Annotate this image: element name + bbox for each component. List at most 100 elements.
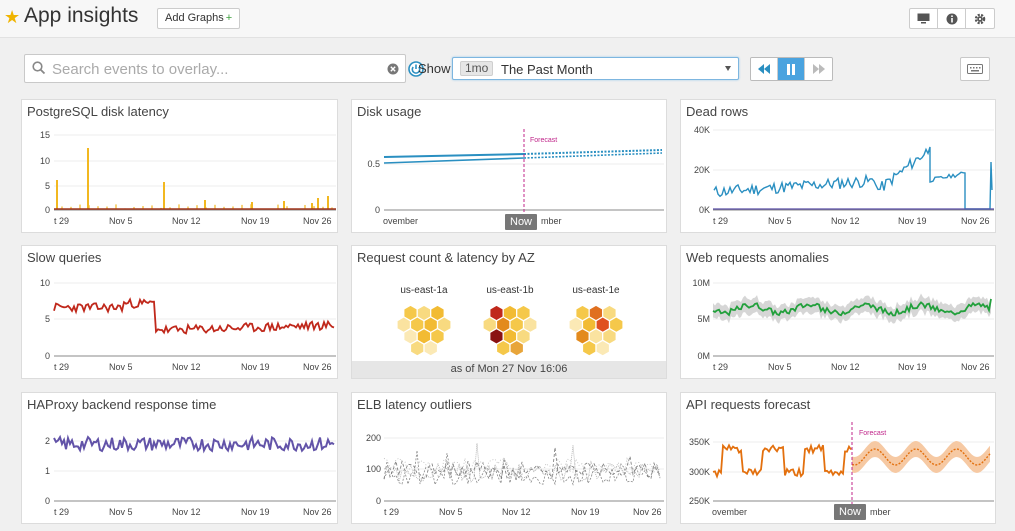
x-tick-label: Nov 26 (303, 362, 332, 372)
x-tick-label: Nov 5 (768, 362, 792, 372)
disk-forecast-2 (523, 152, 663, 159)
widget-haproxy-response-time[interactable]: HAProxy backend response time 2 1 0 t 29… (21, 392, 338, 524)
x-tick-label: Nov 26 (633, 507, 662, 517)
x-tick-label: mber (870, 507, 891, 517)
x-tick-label: Nov 12 (172, 216, 201, 226)
x-tick-label: Nov 12 (831, 216, 860, 226)
pause-icon (787, 63, 795, 75)
widget-elb-latency-outliers[interactable]: ELB latency outliers 200 100 0 t 29 Nov … (351, 392, 667, 524)
timeframe-select[interactable]: 1mo The Past Month (452, 57, 739, 80)
x-tick-label: Nov 12 (831, 362, 860, 372)
settings-button[interactable] (966, 9, 994, 28)
forecast-band (852, 441, 990, 473)
tv-mode-button[interactable] (910, 9, 938, 28)
y-tick-label: 0 (376, 496, 381, 506)
widget-request-count-latency[interactable]: Request count & latency by AZ us-east-1a… (351, 245, 667, 379)
page-header: ★ App insights Add Graphs + (0, 0, 1015, 38)
widget-api-requests-forecast[interactable]: API requests forecast 350K 300K 250K ove… (680, 392, 996, 524)
y-tick-label: 0 (45, 351, 50, 361)
x-tick-label: t 29 (54, 507, 69, 517)
info-button[interactable] (938, 9, 966, 28)
hexmap-us-east-1e (568, 304, 624, 357)
x-tick-label: t 29 (713, 362, 728, 372)
y-tick-label: 200 (366, 433, 381, 443)
elb-outlier-line (383, 443, 661, 483)
forecast-label: Forecast (859, 430, 886, 437)
postgresql-latency-chart: 15 10 5 0 t 29 Nov 5 Nov 12 Nov 19 Nov 2… (40, 130, 336, 226)
y-tick-label: 5 (45, 181, 50, 191)
hexmap-chart (396, 304, 624, 357)
event-search-box (24, 54, 424, 83)
y-tick-label: 0.5 (367, 159, 380, 169)
y-tick-label: 350K (689, 437, 710, 447)
now-tag: Now (505, 214, 538, 230)
search-input[interactable] (52, 60, 372, 78)
info-icon (946, 13, 957, 24)
zone-label: us-east-1a (400, 285, 448, 296)
widget-postgresql-disk-latency[interactable]: PostgreSQL disk latency 15 10 5 0 t 29 N… (21, 99, 338, 233)
widget-title: Web requests anomalies (686, 250, 829, 265)
widget-slow-queries[interactable]: Slow queries 10 5 0 t 29 Nov 5 Nov 12 No… (21, 245, 338, 379)
haproxy-series (53, 434, 335, 454)
hexmap-us-east-1a (396, 304, 452, 357)
disk-usage-chart: 0.5 0 ovember mber Forecast (367, 129, 664, 226)
y-tick-label: 10 (40, 156, 50, 166)
web-requests-chart: 10M 5M 0M t 29 Nov 5 Nov 12 Nov 19 Nov 2… (692, 278, 994, 372)
keyboard-shortcuts-button[interactable] (960, 57, 990, 81)
elb-outlier-line (383, 450, 661, 486)
rewind-button[interactable] (751, 58, 778, 80)
disk-series-2 (383, 157, 525, 164)
x-tick-label: Nov 5 (109, 216, 133, 226)
fast-forward-icon (812, 64, 825, 74)
hex-cell[interactable] (495, 339, 511, 357)
x-tick-label: Nov 12 (502, 507, 531, 517)
playback-controls (750, 57, 833, 81)
hex-cell[interactable] (409, 339, 425, 357)
add-graphs-label: Add Graphs (165, 12, 224, 24)
x-tick-label: Nov 19 (898, 362, 927, 372)
x-tick-label: Nov 5 (768, 216, 792, 226)
timeframe-badge: 1mo (460, 61, 494, 76)
hex-cell[interactable] (595, 339, 611, 357)
pause-button[interactable] (778, 58, 805, 80)
y-tick-label: 10M (692, 278, 710, 288)
favorite-star-icon[interactable]: ★ (4, 7, 21, 27)
widget-dead-rows[interactable]: Dead rows 40K 20K 0K t 29 Nov 5 Nov 12 N… (680, 99, 996, 233)
x-tick-label: Nov 26 (303, 507, 332, 517)
y-tick-label: 0M (697, 351, 710, 361)
hex-cell[interactable] (509, 339, 525, 357)
dead-rows-series (713, 146, 993, 210)
hex-cell[interactable] (423, 339, 439, 357)
widget-disk-usage[interactable]: Disk usage 0.5 0 ovember mber Forecast N… (351, 99, 667, 233)
web-requests-series (712, 298, 992, 317)
zone-label: us-east-1b (486, 285, 534, 296)
page-title: App insights (24, 4, 139, 27)
clear-icon[interactable] (387, 63, 399, 75)
slow-queries-chart: 10 5 0 t 29 Nov 5 Nov 12 Nov 19 Nov 26 (40, 278, 336, 372)
monitor-icon (917, 13, 930, 24)
now-tag: Now (834, 504, 867, 520)
y-tick-label: 0 (45, 496, 50, 506)
y-tick-label: 300K (689, 467, 710, 477)
x-tick-label: Nov 19 (571, 507, 600, 517)
x-tick-label: Nov 19 (241, 362, 270, 372)
y-tick-label: 2 (45, 436, 50, 446)
widget-title: HAProxy backend response time (27, 397, 217, 412)
x-tick-label: Nov 19 (241, 507, 270, 517)
overlay-power-icon[interactable] (408, 61, 424, 77)
x-tick-label: Nov 26 (961, 362, 990, 372)
widget-web-requests-anomalies[interactable]: Web requests anomalies 10M 5M 0M t 29 No… (680, 245, 996, 379)
fast-forward-button[interactable] (805, 58, 832, 80)
y-tick-label: 40K (694, 125, 710, 135)
hex-cell[interactable] (581, 339, 597, 357)
add-graphs-button[interactable]: Add Graphs + (157, 8, 241, 29)
y-tick-label: 100 (366, 464, 381, 474)
y-tick-label: 0K (699, 205, 710, 215)
widget-title: PostgreSQL disk latency (27, 104, 169, 119)
keyboard-icon (967, 64, 983, 74)
widget-title: Slow queries (27, 250, 102, 265)
x-tick-label: t 29 (54, 362, 69, 372)
elb-outlier-line (383, 447, 661, 481)
disk-series-1 (383, 153, 525, 158)
slow-queries-series (53, 297, 335, 335)
